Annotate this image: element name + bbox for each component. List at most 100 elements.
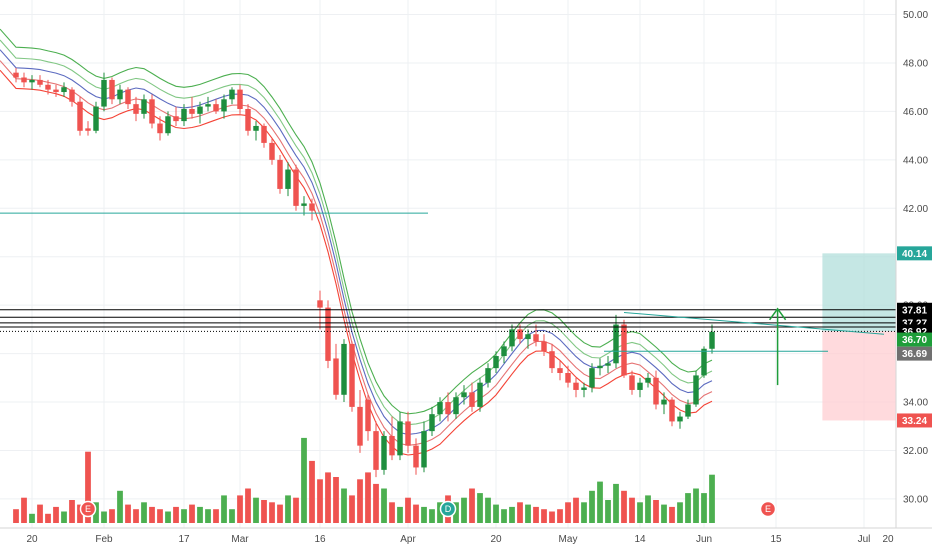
volume-bar (357, 479, 363, 523)
event-marker-badge[interactable] (439, 500, 457, 518)
candle (381, 431, 387, 475)
loss-zone[interactable] (822, 331, 896, 421)
volume-bar (101, 511, 107, 523)
volume-bar (701, 493, 707, 523)
candle-body (421, 431, 427, 468)
volume-bar (661, 504, 667, 523)
candle (653, 370, 659, 410)
price-axis-panel[interactable] (896, 0, 932, 550)
volume-bar (333, 477, 339, 523)
trend-lines[interactable] (0, 212, 885, 352)
candle-body (613, 324, 619, 364)
long-position-tool[interactable] (822, 253, 896, 421)
candle-body (701, 348, 707, 376)
candle-body (333, 358, 339, 395)
price-tag: 33.24 (897, 413, 932, 428)
candle (685, 399, 691, 420)
price-tag-background (897, 246, 932, 261)
price-tag-label: 33.24 (902, 416, 927, 427)
candle-body (309, 203, 315, 211)
volume-bar (269, 502, 275, 523)
volume-bar (229, 509, 235, 523)
price-tag: 36.69 (897, 346, 932, 361)
volume-bar (301, 437, 307, 523)
moving-average-line (0, 28, 713, 415)
candle (141, 94, 147, 119)
volume-bar (85, 451, 91, 523)
event-marker-badge[interactable] (759, 500, 777, 518)
volume-bar (213, 509, 219, 523)
candle-body (141, 99, 147, 114)
volume-bar (197, 506, 203, 523)
event-marker[interactable]: E (79, 500, 97, 518)
volume-bar (581, 502, 587, 523)
trend-line[interactable] (623, 311, 885, 335)
candle-body (365, 399, 371, 432)
volume-bar (461, 497, 467, 523)
candle-body (597, 365, 603, 369)
candle-body (533, 334, 539, 342)
candle-body (477, 382, 483, 407)
profit-zone[interactable] (822, 253, 896, 332)
price-tag-background (897, 346, 932, 361)
volume-bar (125, 504, 131, 523)
candle-body (445, 402, 451, 415)
volume-bar (341, 488, 347, 523)
volume-bar (709, 474, 715, 523)
candle-body (429, 414, 435, 432)
arrow-head[interactable] (768, 307, 787, 321)
arrow-annotation[interactable] (768, 307, 787, 386)
event-marker[interactable]: E (759, 500, 777, 518)
volume-bar (309, 460, 315, 523)
candle-body (165, 116, 171, 134)
candle (45, 79, 51, 95)
candle-body (381, 435, 387, 470)
candle (429, 406, 435, 436)
candle (605, 356, 611, 373)
candle-body (517, 329, 523, 340)
candle (445, 392, 451, 422)
candle (341, 339, 347, 403)
candle-body (45, 84, 51, 90)
candle-body (53, 89, 59, 93)
volume-bar (533, 506, 539, 523)
candle-body (285, 169, 291, 189)
candle-body (541, 341, 547, 352)
candle-body (157, 123, 163, 134)
candle (293, 164, 299, 211)
event-marker-badge[interactable] (79, 500, 97, 518)
event-marker[interactable]: D (439, 500, 457, 518)
candle (333, 343, 339, 400)
price-tag-background (897, 302, 932, 317)
candle-body (693, 375, 699, 405)
candle (85, 121, 91, 136)
y-tick-label: 34.00 (903, 398, 928, 409)
volume-bar (653, 500, 659, 523)
x-tick-label: 16 (314, 534, 326, 545)
volume-bar (181, 509, 187, 523)
volume-bar (477, 493, 483, 523)
candle (13, 67, 19, 83)
candle-body (501, 346, 507, 357)
candle-body (37, 79, 43, 85)
candle (189, 96, 195, 119)
volume-bar (21, 497, 27, 523)
candle (373, 421, 379, 478)
volume-bar (613, 483, 619, 523)
volume-bar (437, 502, 443, 523)
candle-body (325, 307, 331, 361)
candle (181, 104, 187, 126)
candle (541, 334, 547, 357)
volume-bar (397, 506, 403, 523)
candle-body (149, 99, 155, 124)
candle-body (629, 375, 635, 390)
volume-bar (285, 495, 291, 523)
volume-bar (109, 509, 115, 523)
moving-average-line (0, 69, 713, 456)
candle (109, 77, 115, 105)
candle (53, 84, 59, 97)
